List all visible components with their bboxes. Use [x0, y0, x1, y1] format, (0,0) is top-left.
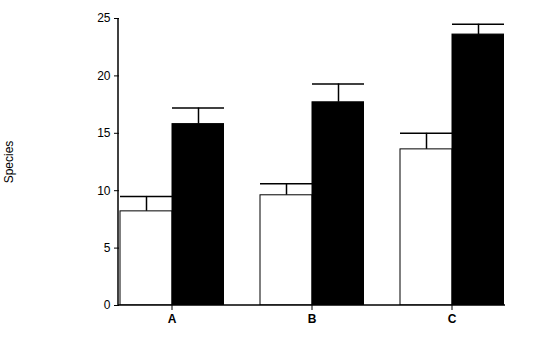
svg-text:5: 5 [104, 241, 111, 255]
svg-text:A: A [168, 312, 177, 326]
svg-text:0: 0 [104, 298, 111, 312]
svg-text:25: 25 [97, 11, 111, 25]
svg-text:20: 20 [97, 69, 111, 83]
svg-text:10: 10 [97, 184, 111, 198]
svg-text:Species: Species [2, 141, 16, 184]
svg-text:B: B [308, 312, 317, 326]
svg-text:C: C [448, 312, 457, 326]
svg-text:15: 15 [97, 126, 111, 140]
